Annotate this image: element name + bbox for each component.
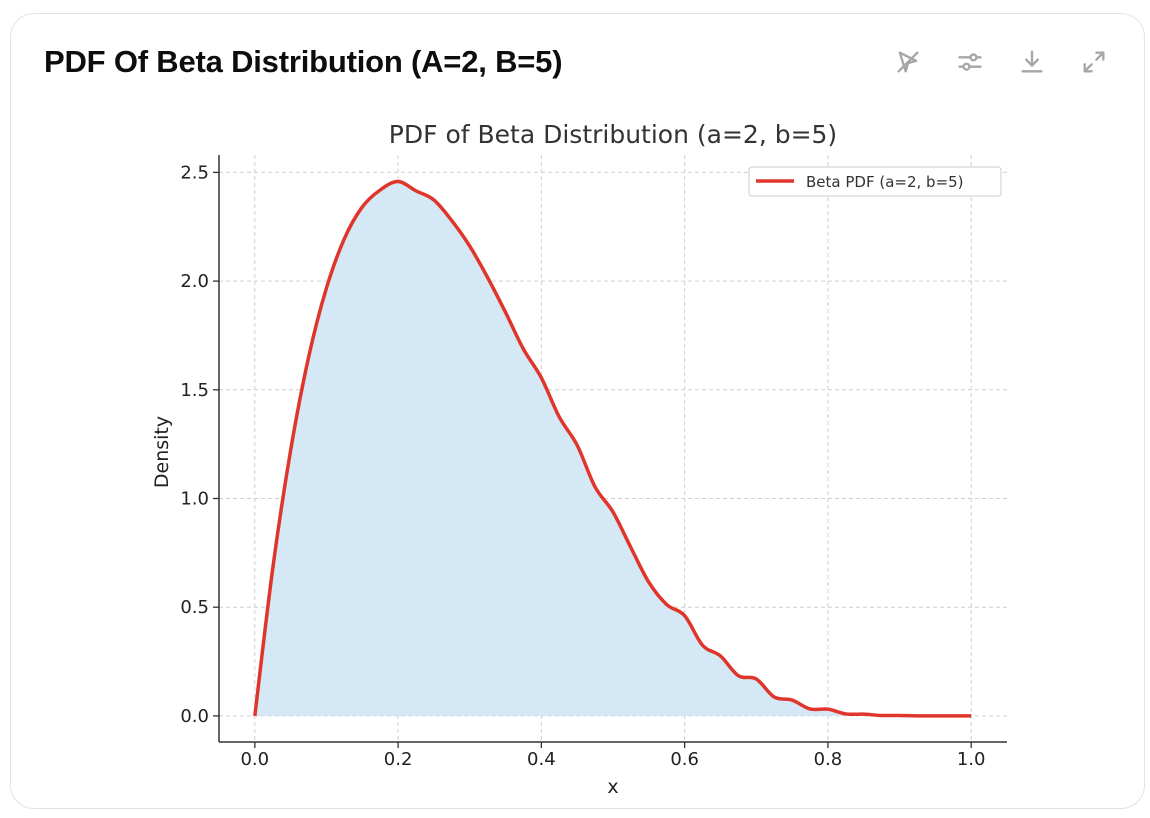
x-tick-label: 1.0	[957, 749, 986, 770]
y-tick-label: 2.5	[180, 162, 209, 183]
x-axis-label: x	[607, 776, 618, 798]
x-tick-label: 0.2	[384, 749, 413, 770]
x-tick-label: 0.0	[240, 749, 269, 770]
interactive-toggle-icon	[897, 51, 919, 73]
download-icon	[1021, 50, 1043, 73]
y-tick-label: 1.5	[180, 380, 209, 401]
legend-label: Beta PDF (a=2, b=5)	[806, 173, 964, 191]
expand-button[interactable]	[1076, 44, 1112, 80]
interactive-toggle-button[interactable]	[890, 44, 926, 80]
axes-layer: 0.0 0.2 0.4 0.6 0.8 1.0 0.0 0.5 1.0 1.5 2.0 2.5	[180, 155, 1007, 770]
chart-settings-icon	[958, 53, 982, 71]
expand-icon	[1083, 51, 1105, 73]
area-fill	[254, 181, 972, 716]
y-axis-label: Density	[151, 416, 173, 488]
chart-settings-button[interactable]	[952, 44, 988, 80]
y-tick-label: 1.0	[180, 489, 209, 510]
x-tick-label: 0.4	[527, 749, 556, 770]
pdf-series-line	[253, 179, 972, 718]
chart-title: PDF of Beta Distribution (a=2, b=5)	[389, 120, 837, 149]
legend: Beta PDF (a=2, b=5)	[748, 166, 1002, 197]
download-button[interactable]	[1014, 44, 1050, 80]
x-tick-label: 0.6	[670, 749, 699, 770]
chart-toolbar	[890, 44, 1112, 80]
y-tick-label: 0.5	[180, 597, 209, 618]
x-tick-label: 0.8	[814, 749, 843, 770]
card-title: PDF Of Beta Distribution (A=2, B=5)	[44, 44, 563, 79]
y-tick-label: 0.0	[180, 706, 209, 727]
y-tick-label: 2.0	[180, 271, 209, 292]
legend-box	[748, 166, 1002, 197]
